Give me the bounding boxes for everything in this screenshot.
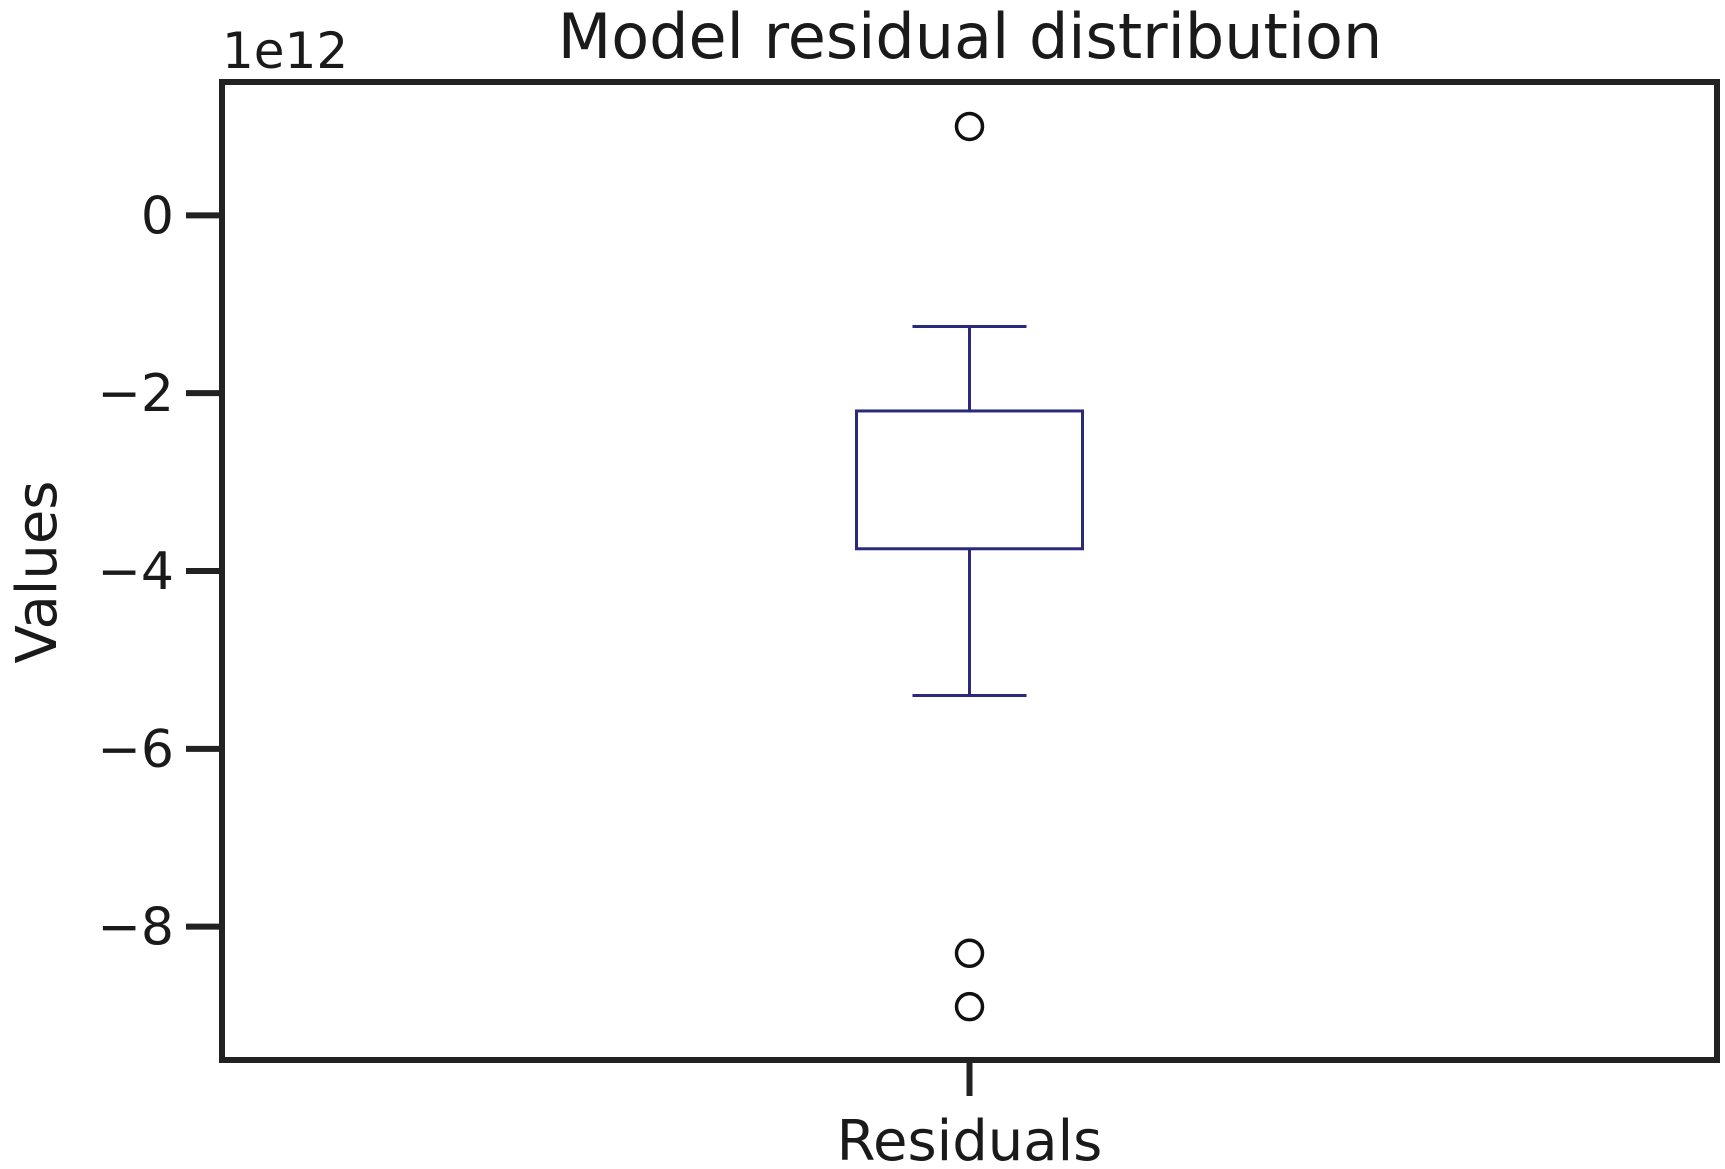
y-tick-label: −8 <box>97 898 174 958</box>
chart-title: Model residual distribution <box>558 0 1383 73</box>
outlier-point <box>954 938 985 969</box>
y-tick-label: −6 <box>97 720 174 780</box>
y-tick-label: −2 <box>97 364 174 424</box>
y-axis-offset-label: 1e12 <box>222 22 348 80</box>
x-tick-label: Residuals <box>837 1109 1103 1169</box>
iqr-box <box>855 409 1084 551</box>
y-tick-label: 0 <box>141 186 174 246</box>
outlier-point <box>954 111 985 142</box>
x-axis-ticks: Residuals <box>837 1060 1103 1169</box>
y-tick-label: −4 <box>97 542 174 602</box>
outlier-point <box>954 991 985 1022</box>
box-series <box>855 111 1084 1022</box>
y-axis-label: Values <box>5 481 70 664</box>
y-axis-ticks: 0 −2 −4 −6 −8 <box>97 186 222 958</box>
